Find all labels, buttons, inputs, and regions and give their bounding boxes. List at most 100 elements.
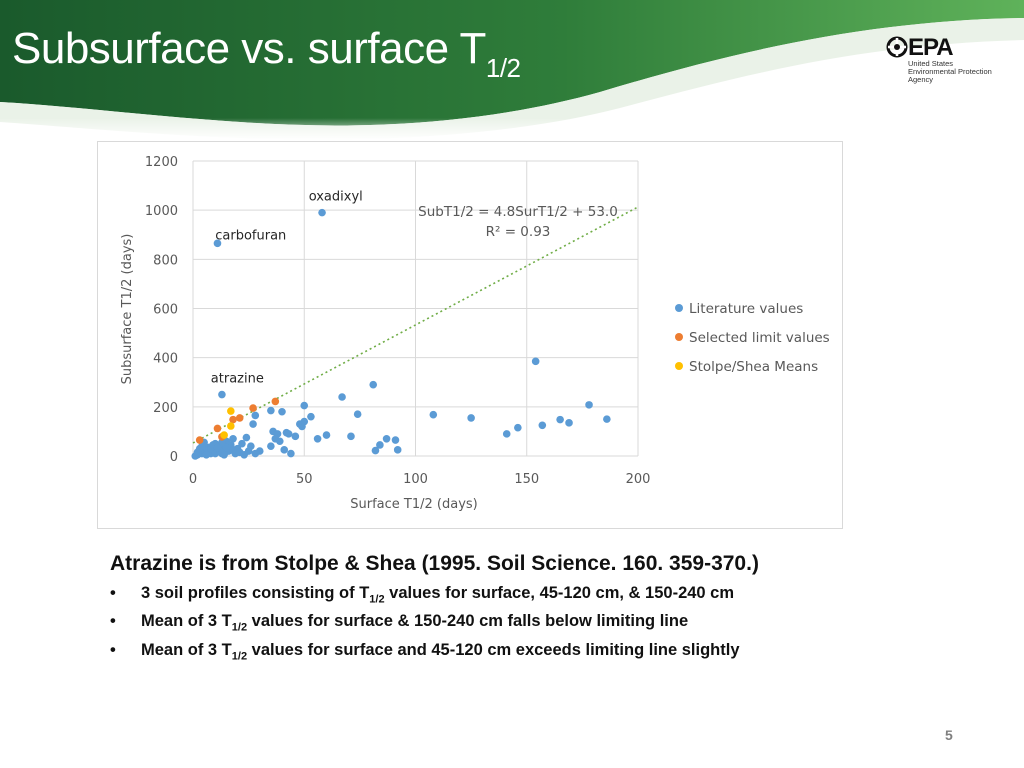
data-point bbox=[502, 430, 511, 438]
data-point bbox=[222, 443, 231, 452]
y-tick-label: 800 bbox=[153, 253, 178, 268]
bullet-marker: • bbox=[110, 640, 116, 659]
data-point bbox=[218, 390, 226, 399]
data-point bbox=[242, 433, 251, 442]
y-tick-label: 200 bbox=[153, 401, 178, 416]
data-point bbox=[267, 406, 275, 415]
trendline-layer bbox=[192, 206, 639, 444]
header-band bbox=[0, 0, 1024, 140]
bullet-text: 3 soil profiles consisting of T bbox=[141, 584, 370, 602]
legend-label: Stolpe/Shea Means bbox=[689, 359, 818, 375]
x-tick-label: 50 bbox=[296, 472, 313, 487]
chart-legend: Literature values Selected limit values St… bbox=[675, 301, 830, 375]
bullet-text: Mean of 3 T bbox=[141, 612, 232, 631]
series-2 bbox=[220, 407, 235, 439]
data-point bbox=[382, 434, 391, 443]
point-annotation: carbofuran bbox=[215, 229, 286, 244]
legend-marker bbox=[675, 362, 683, 370]
bullet-text: values for surface and 45-120 cm exceeds… bbox=[247, 640, 740, 659]
data-point bbox=[371, 446, 380, 455]
series-0 bbox=[191, 208, 611, 460]
y-tick-label: 400 bbox=[153, 352, 178, 367]
chart-frame: 0 200 400 600 800 1000 1200 0 50 100 150 200 oxadix… bbox=[97, 141, 843, 529]
x-tick-label: 100 bbox=[403, 472, 428, 487]
epa-agency-line: United States bbox=[908, 59, 954, 68]
trendline bbox=[192, 206, 639, 444]
epa-logo-word: EPA bbox=[908, 34, 954, 61]
chart-grid bbox=[192, 160, 639, 457]
point-annotation: atrazine bbox=[211, 371, 264, 386]
data-point bbox=[603, 415, 611, 423]
slide-title-subscript: 1/2 bbox=[485, 53, 521, 83]
data-point bbox=[338, 393, 346, 401]
data-point bbox=[213, 443, 222, 452]
data-point bbox=[313, 434, 322, 443]
data-point bbox=[322, 431, 331, 439]
data-point bbox=[249, 404, 257, 412]
data-point bbox=[202, 450, 211, 459]
epa-agency-line: Environmental Protection bbox=[908, 67, 992, 76]
y-tick-label: 600 bbox=[153, 303, 178, 318]
data-point bbox=[287, 449, 295, 458]
data-point bbox=[318, 208, 326, 217]
data-point bbox=[369, 380, 378, 389]
data-point bbox=[251, 449, 260, 458]
data-point bbox=[220, 431, 228, 439]
data-point bbox=[213, 424, 222, 433]
data-point bbox=[227, 407, 235, 415]
epa-logo: EPA United States Environmental Protecti… bbox=[886, 34, 1006, 84]
series-1 bbox=[195, 397, 280, 444]
annotations-layer: oxadixyl carbofuran atrazine bbox=[211, 189, 363, 386]
legend-marker bbox=[675, 304, 683, 312]
data-point bbox=[220, 450, 228, 459]
bullet-subscript: 1/2 bbox=[231, 621, 248, 634]
x-tick-label: 0 bbox=[189, 472, 197, 487]
data-point bbox=[218, 438, 226, 447]
data-point bbox=[247, 442, 255, 450]
data-point bbox=[514, 423, 522, 432]
data-point bbox=[249, 420, 257, 428]
data-point bbox=[271, 397, 280, 406]
data-point bbox=[300, 401, 309, 410]
y-tick-label: 1200 bbox=[145, 155, 178, 170]
data-points-layer bbox=[191, 208, 611, 460]
y-axis-label: Subsurface T1/2 (days) bbox=[120, 234, 135, 385]
data-point bbox=[235, 414, 244, 422]
data-point bbox=[229, 415, 237, 424]
bullet-marker: • bbox=[110, 612, 116, 631]
legend-label: Literature values bbox=[689, 301, 803, 317]
x-tick-label: 200 bbox=[626, 472, 651, 487]
x-tick-label: 150 bbox=[514, 472, 539, 487]
notes-bullet-item: • 3 soil profiles consisting of T1/2 valu… bbox=[110, 582, 970, 610]
data-point bbox=[531, 357, 540, 366]
data-point bbox=[347, 432, 355, 441]
data-point bbox=[376, 441, 384, 449]
epa-agency-text: United States Environmental Protection A… bbox=[908, 60, 992, 84]
data-point bbox=[229, 434, 237, 443]
data-point bbox=[391, 436, 400, 444]
tick-labels-layer: 0 200 400 600 800 1000 1200 0 50 100 150 200 bbox=[145, 155, 651, 487]
notes-section: Atrazine is from Stolpe & Shea (1995. So… bbox=[110, 552, 970, 667]
data-point bbox=[585, 401, 593, 409]
y-tick-label: 1000 bbox=[145, 204, 178, 219]
trendline-equation: SubT1/2 = 4.8SurT1/2 + 53.0 bbox=[418, 204, 618, 220]
point-annotation: oxadixyl bbox=[309, 189, 363, 204]
slide-title: Subsurface vs. surface T1/2 bbox=[12, 24, 521, 83]
data-point bbox=[238, 439, 246, 448]
bullet-text: values for surface, 45-120 cm, & 150-240… bbox=[384, 584, 735, 602]
data-point bbox=[278, 407, 286, 416]
data-point bbox=[538, 421, 547, 430]
data-point bbox=[307, 412, 315, 421]
scatter-chart: 0 200 400 600 800 1000 1200 0 50 100 150 200 oxadix… bbox=[120, 155, 830, 512]
data-point bbox=[284, 430, 293, 438]
notes-bullet-item: • Mean of 3 T1/2 values for surface and 4… bbox=[110, 639, 970, 667]
notes-bullet-list: • 3 soil profiles consisting of T 1/2 valu… bbox=[110, 582, 970, 667]
epa-flower-icon bbox=[886, 36, 908, 58]
data-point bbox=[300, 417, 309, 426]
data-point bbox=[213, 239, 222, 248]
data-point bbox=[195, 436, 204, 444]
y-tick-label: 0 bbox=[170, 450, 178, 465]
slide-title-main: Subsurface vs. surface T bbox=[12, 24, 486, 73]
page-number: 5 bbox=[945, 727, 953, 743]
trendline-r-squared: R² = 0.93 bbox=[486, 224, 551, 240]
